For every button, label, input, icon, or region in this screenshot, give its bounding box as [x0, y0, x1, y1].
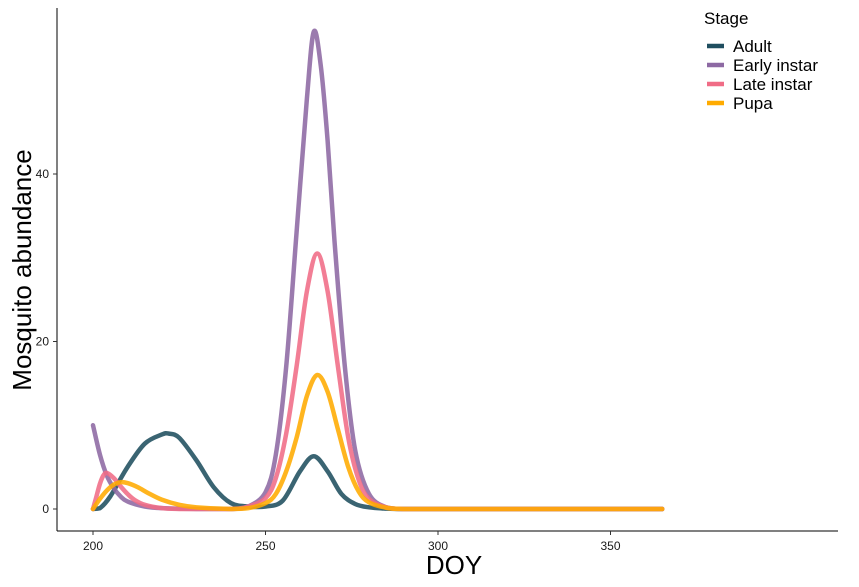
- plot-area: [90, 28, 665, 512]
- series-line-pupa: [90, 372, 665, 512]
- legend-label: Early instar: [733, 56, 818, 75]
- y-axis-ticks: 0 20 40: [36, 167, 57, 516]
- x-tick-label: 200: [83, 539, 103, 553]
- legend-label: Pupa: [733, 94, 773, 113]
- x-axis-title: DOY: [426, 550, 482, 580]
- x-axis-ticks: 200 250 300 350: [83, 531, 621, 553]
- y-tick-label: 40: [36, 167, 50, 181]
- y-tick-label: 0: [42, 502, 49, 516]
- legend-label: Late instar: [733, 75, 813, 94]
- x-tick-label: 350: [600, 539, 620, 553]
- series-line-adult: [90, 430, 665, 512]
- x-tick-label: 300: [428, 539, 448, 553]
- y-axis-title: Mosquito abundance: [7, 149, 37, 390]
- x-tick-label: 250: [255, 539, 275, 553]
- series-line-late-instar: [90, 251, 665, 512]
- legend-label: Adult: [733, 37, 772, 56]
- legend-title: Stage: [704, 9, 748, 28]
- y-tick-label: 20: [36, 335, 50, 349]
